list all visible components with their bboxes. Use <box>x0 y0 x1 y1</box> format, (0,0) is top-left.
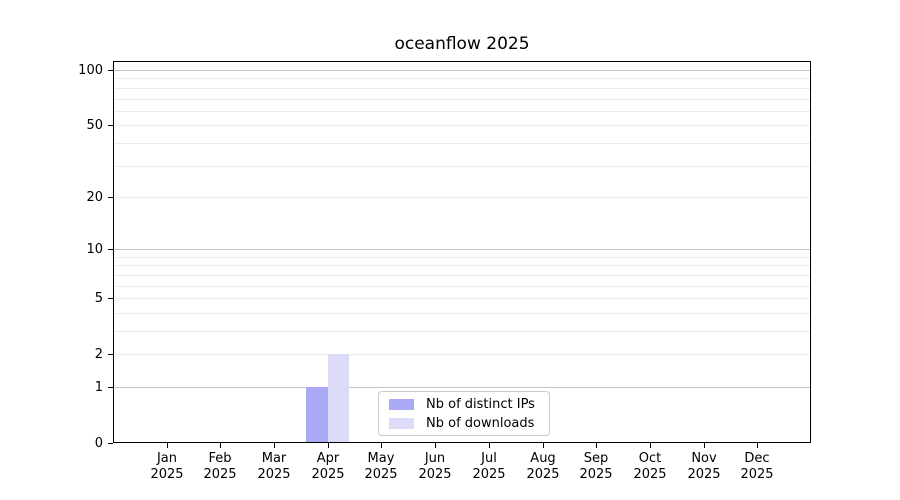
x-tick-year: 2025 <box>364 467 398 482</box>
x-tick-mark <box>328 443 329 448</box>
y-tick-label: 10 <box>86 242 103 257</box>
gridline-minor <box>114 265 810 266</box>
x-tick-mark <box>596 443 597 448</box>
gridline-minor <box>114 99 810 100</box>
y-tick-mark <box>108 443 113 444</box>
gridline-minor <box>114 166 810 167</box>
x-tick-label: Oct 2025 <box>622 451 678 483</box>
y-tick-mark <box>108 197 113 198</box>
gridline-minor <box>114 354 810 355</box>
x-tick-label: Feb 2025 <box>192 451 248 483</box>
y-tick-mark <box>108 387 113 388</box>
x-tick-year: 2025 <box>579 467 613 482</box>
y-tick-mark <box>108 298 113 299</box>
x-tick-year: 2025 <box>203 467 237 482</box>
x-tick-mark <box>435 443 436 448</box>
x-tick-year: 2025 <box>687 467 721 482</box>
legend-swatch-distinct-ips-icon <box>389 398 414 410</box>
x-tick-label: Mar 2025 <box>246 451 302 483</box>
gridline-minor <box>114 88 810 89</box>
x-tick-label: Jun 2025 <box>407 451 463 483</box>
x-tick-label: Nov 2025 <box>676 451 732 483</box>
x-tick-mark <box>274 443 275 448</box>
x-tick-label: May 2025 <box>353 451 409 483</box>
x-tick-year: 2025 <box>633 467 667 482</box>
x-tick-year: 2025 <box>472 467 506 482</box>
x-tick-mark <box>543 443 544 448</box>
x-tick-month: Nov <box>691 451 717 466</box>
bar-downloads <box>327 354 350 443</box>
x-tick-month: Jun <box>424 451 446 466</box>
x-tick-month: Jan <box>156 451 178 466</box>
x-tick-label: Dec 2025 <box>729 451 785 483</box>
gridline-minor <box>114 298 810 299</box>
x-tick-month: Oct <box>638 451 662 466</box>
x-tick-month: Jul <box>481 451 497 466</box>
x-tick-year: 2025 <box>526 467 560 482</box>
x-tick-year: 2025 <box>418 467 452 482</box>
x-tick-year: 2025 <box>257 467 291 482</box>
x-tick-mark <box>757 443 758 448</box>
x-tick-month: May <box>367 451 395 466</box>
legend: Nb of distinct IPs Nb of downloads <box>378 391 550 436</box>
x-tick-month: Aug <box>530 451 556 466</box>
x-tick-mark <box>489 443 490 448</box>
y-tick-label: 5 <box>94 291 103 306</box>
gridline-minor <box>114 331 810 332</box>
gridline-minor <box>114 286 810 287</box>
x-tick-mark <box>381 443 382 448</box>
x-tick-label: Aug 2025 <box>515 451 571 483</box>
gridline-minor <box>114 257 810 258</box>
x-tick-label: Jan 2025 <box>139 451 195 483</box>
x-tick-label: Sep 2025 <box>568 451 624 483</box>
x-tick-year: 2025 <box>150 467 184 482</box>
legend-item-downloads: Nb of downloads <box>389 416 541 431</box>
gridline-minor <box>114 313 810 314</box>
bar-distinct-ips <box>306 387 328 443</box>
y-tick-label: 50 <box>86 118 103 133</box>
x-tick-month: Feb <box>208 451 232 466</box>
y-tick-label: 20 <box>86 190 103 205</box>
gridline-minor <box>114 143 810 144</box>
x-tick-month: Dec <box>744 451 770 466</box>
gridline-major <box>114 70 810 71</box>
y-tick-mark <box>108 249 113 250</box>
x-tick-mark <box>650 443 651 448</box>
legend-swatch-downloads-icon <box>389 417 414 429</box>
y-tick-label: 2 <box>94 347 103 362</box>
x-tick-year: 2025 <box>740 467 774 482</box>
x-tick-month: Mar <box>261 451 287 466</box>
legend-label-distinct-ips: Nb of distinct IPs <box>426 396 535 412</box>
gridline-minor <box>114 275 810 276</box>
gridline-major <box>114 249 810 250</box>
y-tick-label: 1 <box>94 380 103 395</box>
gridline-minor <box>114 125 810 126</box>
x-tick-month: Apr <box>316 451 340 466</box>
gridline-minor <box>114 78 810 79</box>
gridline-minor <box>114 197 810 198</box>
plot-area-frame <box>113 61 811 443</box>
y-tick-mark <box>108 70 113 71</box>
x-tick-mark <box>220 443 221 448</box>
y-tick-label: 0 <box>94 436 103 451</box>
x-tick-year: 2025 <box>311 467 345 482</box>
y-tick-mark <box>108 125 113 126</box>
x-tick-mark <box>704 443 705 448</box>
gridline-minor <box>114 111 810 112</box>
y-tick-mark <box>108 354 113 355</box>
x-tick-mark <box>167 443 168 448</box>
chart-title: oceanflow 2025 <box>394 34 530 54</box>
gridline-major <box>114 387 810 388</box>
x-tick-label: Apr 2025 <box>300 451 356 483</box>
y-tick-label: 100 <box>78 63 103 78</box>
legend-item-distinct-ips: Nb of distinct IPs <box>389 397 541 412</box>
x-tick-month: Sep <box>583 451 609 466</box>
legend-label-downloads: Nb of downloads <box>426 415 535 431</box>
x-tick-label: Jul 2025 <box>461 451 517 483</box>
